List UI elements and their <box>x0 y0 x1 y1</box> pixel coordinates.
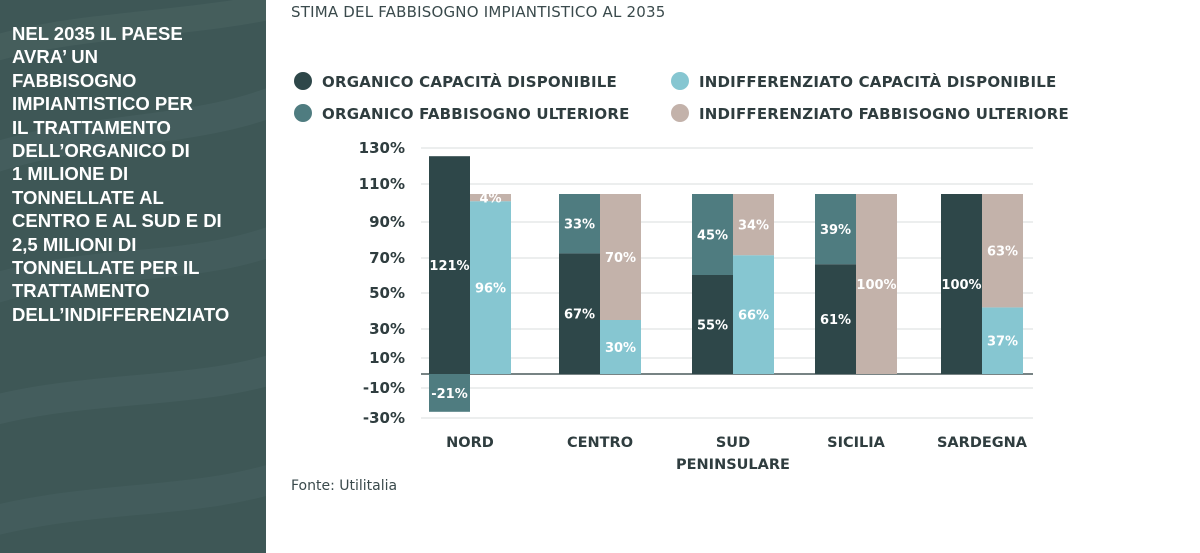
y-tick-label: 10% <box>369 349 405 367</box>
x-axis: NORD CENTRO SUD PENINSULARE SICILIA SARDEGNA <box>446 435 1028 473</box>
bar-segment <box>429 374 470 412</box>
bar-segment <box>559 194 600 254</box>
bar-segment <box>941 194 982 374</box>
sidebar-headline-line: 2,5 MILIONI DI <box>12 233 137 255</box>
bar-segment <box>600 194 641 320</box>
legend-label: INDIFFERENZIATO CAPACITÀ DISPONIBILE <box>699 72 1056 91</box>
legend-label: ORGANICO CAPACITÀ DISPONIBILE <box>322 72 617 91</box>
sidebar-headline-line: IL TRATTAMENTO <box>12 116 171 138</box>
bar-segment <box>815 194 856 265</box>
bar-segment <box>692 275 733 374</box>
y-tick-label: 50% <box>369 284 405 302</box>
x-category-label: SUD <box>716 435 750 451</box>
y-tick-label: 90% <box>369 213 405 231</box>
data-label: 100% <box>941 278 981 293</box>
data-label: 121% <box>429 259 469 274</box>
y-axis: 130% 110% 90% 70% 50% 30% 10% -10% -30% <box>359 139 405 427</box>
bar-segment <box>470 201 511 374</box>
legend-swatch <box>671 72 689 90</box>
y-tick-label: 110% <box>359 175 405 193</box>
sidebar-headline-line: TONNELLATE PER IL <box>12 257 200 279</box>
legend-label: ORGANICO FABBISOGNO ULTERIORE <box>322 105 630 123</box>
data-label: 45% <box>697 229 728 244</box>
data-label: 67% <box>564 308 595 323</box>
bar-segment <box>982 194 1023 308</box>
legend-swatch <box>294 72 312 90</box>
data-label: 4% <box>479 192 501 207</box>
bar-segment <box>856 194 897 374</box>
data-label: -21% <box>431 387 468 402</box>
legend-label: INDIFFERENZIATO FABBISOGNO ULTERIORE <box>699 105 1069 123</box>
data-label: 96% <box>475 282 506 297</box>
source-note: Fonte: Utilitalia <box>291 478 398 494</box>
chart-legend: ORGANICO CAPACITÀ DISPONIBILE INDIFFERENZ… <box>294 72 1069 123</box>
sidebar-headline-line: DELL’INDIFFERENZIATO <box>12 303 230 325</box>
bar-segment <box>559 253 600 374</box>
sidebar-headline-line: CENTRO E AL SUD E DI <box>12 210 222 232</box>
legend-swatch <box>294 104 312 122</box>
bar-segment <box>815 264 856 374</box>
sidebar-headline-line: TRATTAMENTO <box>12 280 150 302</box>
sidebar-headline-line: FABBISOGNO <box>12 69 137 91</box>
bar-segment <box>982 307 1023 374</box>
data-label: 70% <box>605 251 636 266</box>
data-label: 61% <box>820 313 851 328</box>
x-category-label: SICILIA <box>827 435 886 451</box>
x-category-label: NORD <box>446 435 494 451</box>
bar-segment <box>429 156 470 374</box>
bar-segment <box>733 194 774 256</box>
data-label: 55% <box>697 319 728 334</box>
sidebar-headline-line: TONNELLATE AL <box>12 186 164 208</box>
bar-segment <box>470 194 511 202</box>
chart-bars: 121% -21% 96% 4% 67% 33% 30% 70% 55% 45% 66% 34% 61%… <box>429 156 1023 412</box>
legend-swatch <box>671 104 689 122</box>
data-label: 100% <box>856 278 896 293</box>
sidebar-headline-line: 1 MILIONE DI <box>12 163 129 185</box>
data-label: 66% <box>738 309 769 324</box>
y-tick-label: -10% <box>363 379 405 397</box>
sidebar-headline-line: IMPIANTISTICO PER <box>12 93 193 115</box>
sidebar-headline: NEL 2035 IL PAESE AVRA’ UN FABBISOGNO IMPIA… <box>12 22 262 326</box>
bar-segment <box>600 320 641 374</box>
y-tick-label: -30% <box>363 409 405 427</box>
x-category-label: PENINSULARE <box>676 457 790 473</box>
sidebar-panel: NEL 2035 IL PAESE AVRA’ UN FABBISOGNO IMPIA… <box>0 0 266 553</box>
y-tick-label: 70% <box>369 249 405 267</box>
bar-segment <box>692 194 733 275</box>
y-tick-label: 30% <box>369 320 405 338</box>
sidebar-swirl-decoration <box>0 0 266 535</box>
bar-segment <box>733 255 774 374</box>
data-label: 33% <box>564 218 595 233</box>
data-label: 37% <box>987 335 1018 350</box>
data-label: 39% <box>820 223 851 238</box>
data-label: 30% <box>605 341 636 356</box>
chart-title: STIMA DEL FABBISOGNO IMPIANTISTICO AL 20… <box>291 3 666 21</box>
data-label: 63% <box>987 245 1018 260</box>
x-category-label: SARDEGNA <box>937 435 1028 451</box>
y-tick-label: 130% <box>359 139 405 157</box>
sidebar-headline-line: AVRA’ UN <box>12 46 99 68</box>
sidebar-headline-line: DELL’ORGANICO DI <box>12 140 190 162</box>
x-category-label: CENTRO <box>567 435 633 451</box>
data-label: 34% <box>738 219 769 234</box>
sidebar-headline-line: NEL 2035 IL PAESE <box>12 23 183 44</box>
